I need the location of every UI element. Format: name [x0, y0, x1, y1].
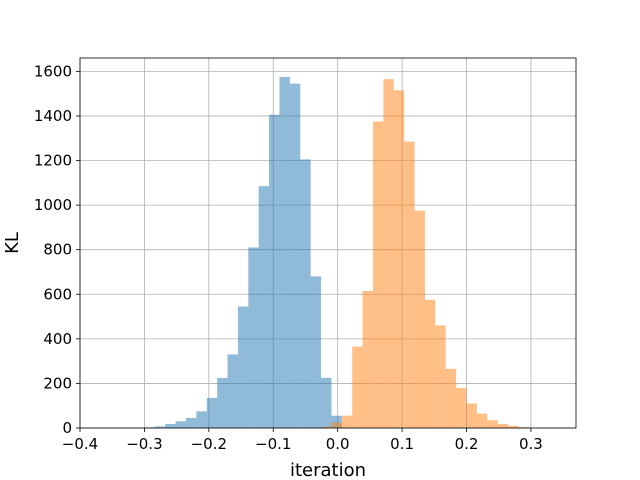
- histogram-bar-series-1: [248, 247, 259, 428]
- histogram-bar-series-1: [300, 159, 311, 429]
- x-tick-label: 0.0: [326, 435, 350, 453]
- plot-frame: [79, 57, 577, 429]
- histogram-bar-series-2: [487, 420, 498, 428]
- histogram-bar-series-2: [508, 425, 519, 428]
- histogram-bar-series-2: [341, 415, 353, 428]
- y-tick-label: 400: [43, 330, 72, 348]
- x-tick-label: 0.3: [519, 435, 543, 453]
- histogram-bar-series-1: [310, 276, 322, 428]
- histogram-bar-series-2: [331, 422, 342, 428]
- histogram-bar-series-1: [217, 377, 228, 428]
- y-tick-label: 800: [43, 241, 72, 259]
- x-tick-label: −0.1: [255, 435, 291, 453]
- histogram-bar-series-1: [331, 415, 342, 428]
- histogram-bar-series-2: [518, 427, 529, 428]
- histogram-bar-series-2: [404, 141, 415, 428]
- histogram-bar-series-1: [321, 377, 332, 428]
- y-tick-label: 1200: [34, 152, 72, 170]
- histogram-bar-series-2: [466, 403, 477, 428]
- x-tick-label: −0.2: [191, 435, 227, 453]
- x-tick-label: −0.3: [126, 435, 162, 453]
- x-tick-label: 0.2: [455, 435, 479, 453]
- histogram-bar-series-2: [414, 210, 425, 428]
- histogram-bar-series-1: [154, 426, 166, 428]
- histogram-bar-series-1: [206, 397, 218, 428]
- x-tick-label: −0.4: [62, 435, 98, 453]
- y-tick-label: 0: [62, 419, 72, 437]
- histogram-bar-series-2: [476, 413, 488, 428]
- histogram-bar-series-1: [185, 417, 197, 428]
- y-tick-label: 200: [43, 374, 72, 392]
- histogram-bar-series-2: [352, 346, 363, 428]
- y-tick-label: 1000: [34, 196, 72, 214]
- histogram-bar-series-2: [362, 290, 373, 428]
- histogram-bar-series-1: [279, 76, 290, 428]
- histogram-bar-series-2: [424, 299, 436, 428]
- y-tick-label: 1400: [34, 107, 72, 125]
- histogram-bar-series-1: [227, 354, 238, 428]
- x-tick-label: 0.1: [390, 435, 414, 453]
- histogram-bar-series-2: [372, 121, 384, 428]
- histogram-bar-series-2: [445, 368, 457, 428]
- histogram-bar-series-1: [175, 421, 186, 428]
- x-axis-label: iteration: [290, 460, 366, 480]
- y-tick-label: 1600: [34, 62, 72, 80]
- histogram-bar-series-2: [383, 79, 394, 429]
- histogram-bar-series-1: [196, 411, 207, 428]
- histogram-bar-series-2: [393, 90, 405, 428]
- histogram-bar-series-1: [237, 306, 249, 428]
- histogram-bar-series-2: [456, 387, 467, 428]
- grid-lines: [79, 58, 576, 429]
- histogram-bars: [144, 76, 529, 429]
- histogram-bar-series-2: [497, 423, 509, 428]
- histogram-bar-series-2: [321, 426, 332, 428]
- histogram-bar-series-2: [435, 325, 446, 428]
- histogram-bar-series-1: [269, 114, 280, 429]
- axis-ticks: −0.4 −0.3 −0.2 −0.1 0.0 0.1 0.2 0.3 0 200 400 600 80…: [34, 62, 543, 453]
- histogram-bar-series-1: [165, 423, 176, 428]
- y-axis-label: KL: [2, 232, 23, 254]
- histogram-bar-series-1: [289, 83, 301, 428]
- histogram-bar-series-1: [258, 186, 270, 428]
- y-tick-label: 600: [43, 285, 72, 303]
